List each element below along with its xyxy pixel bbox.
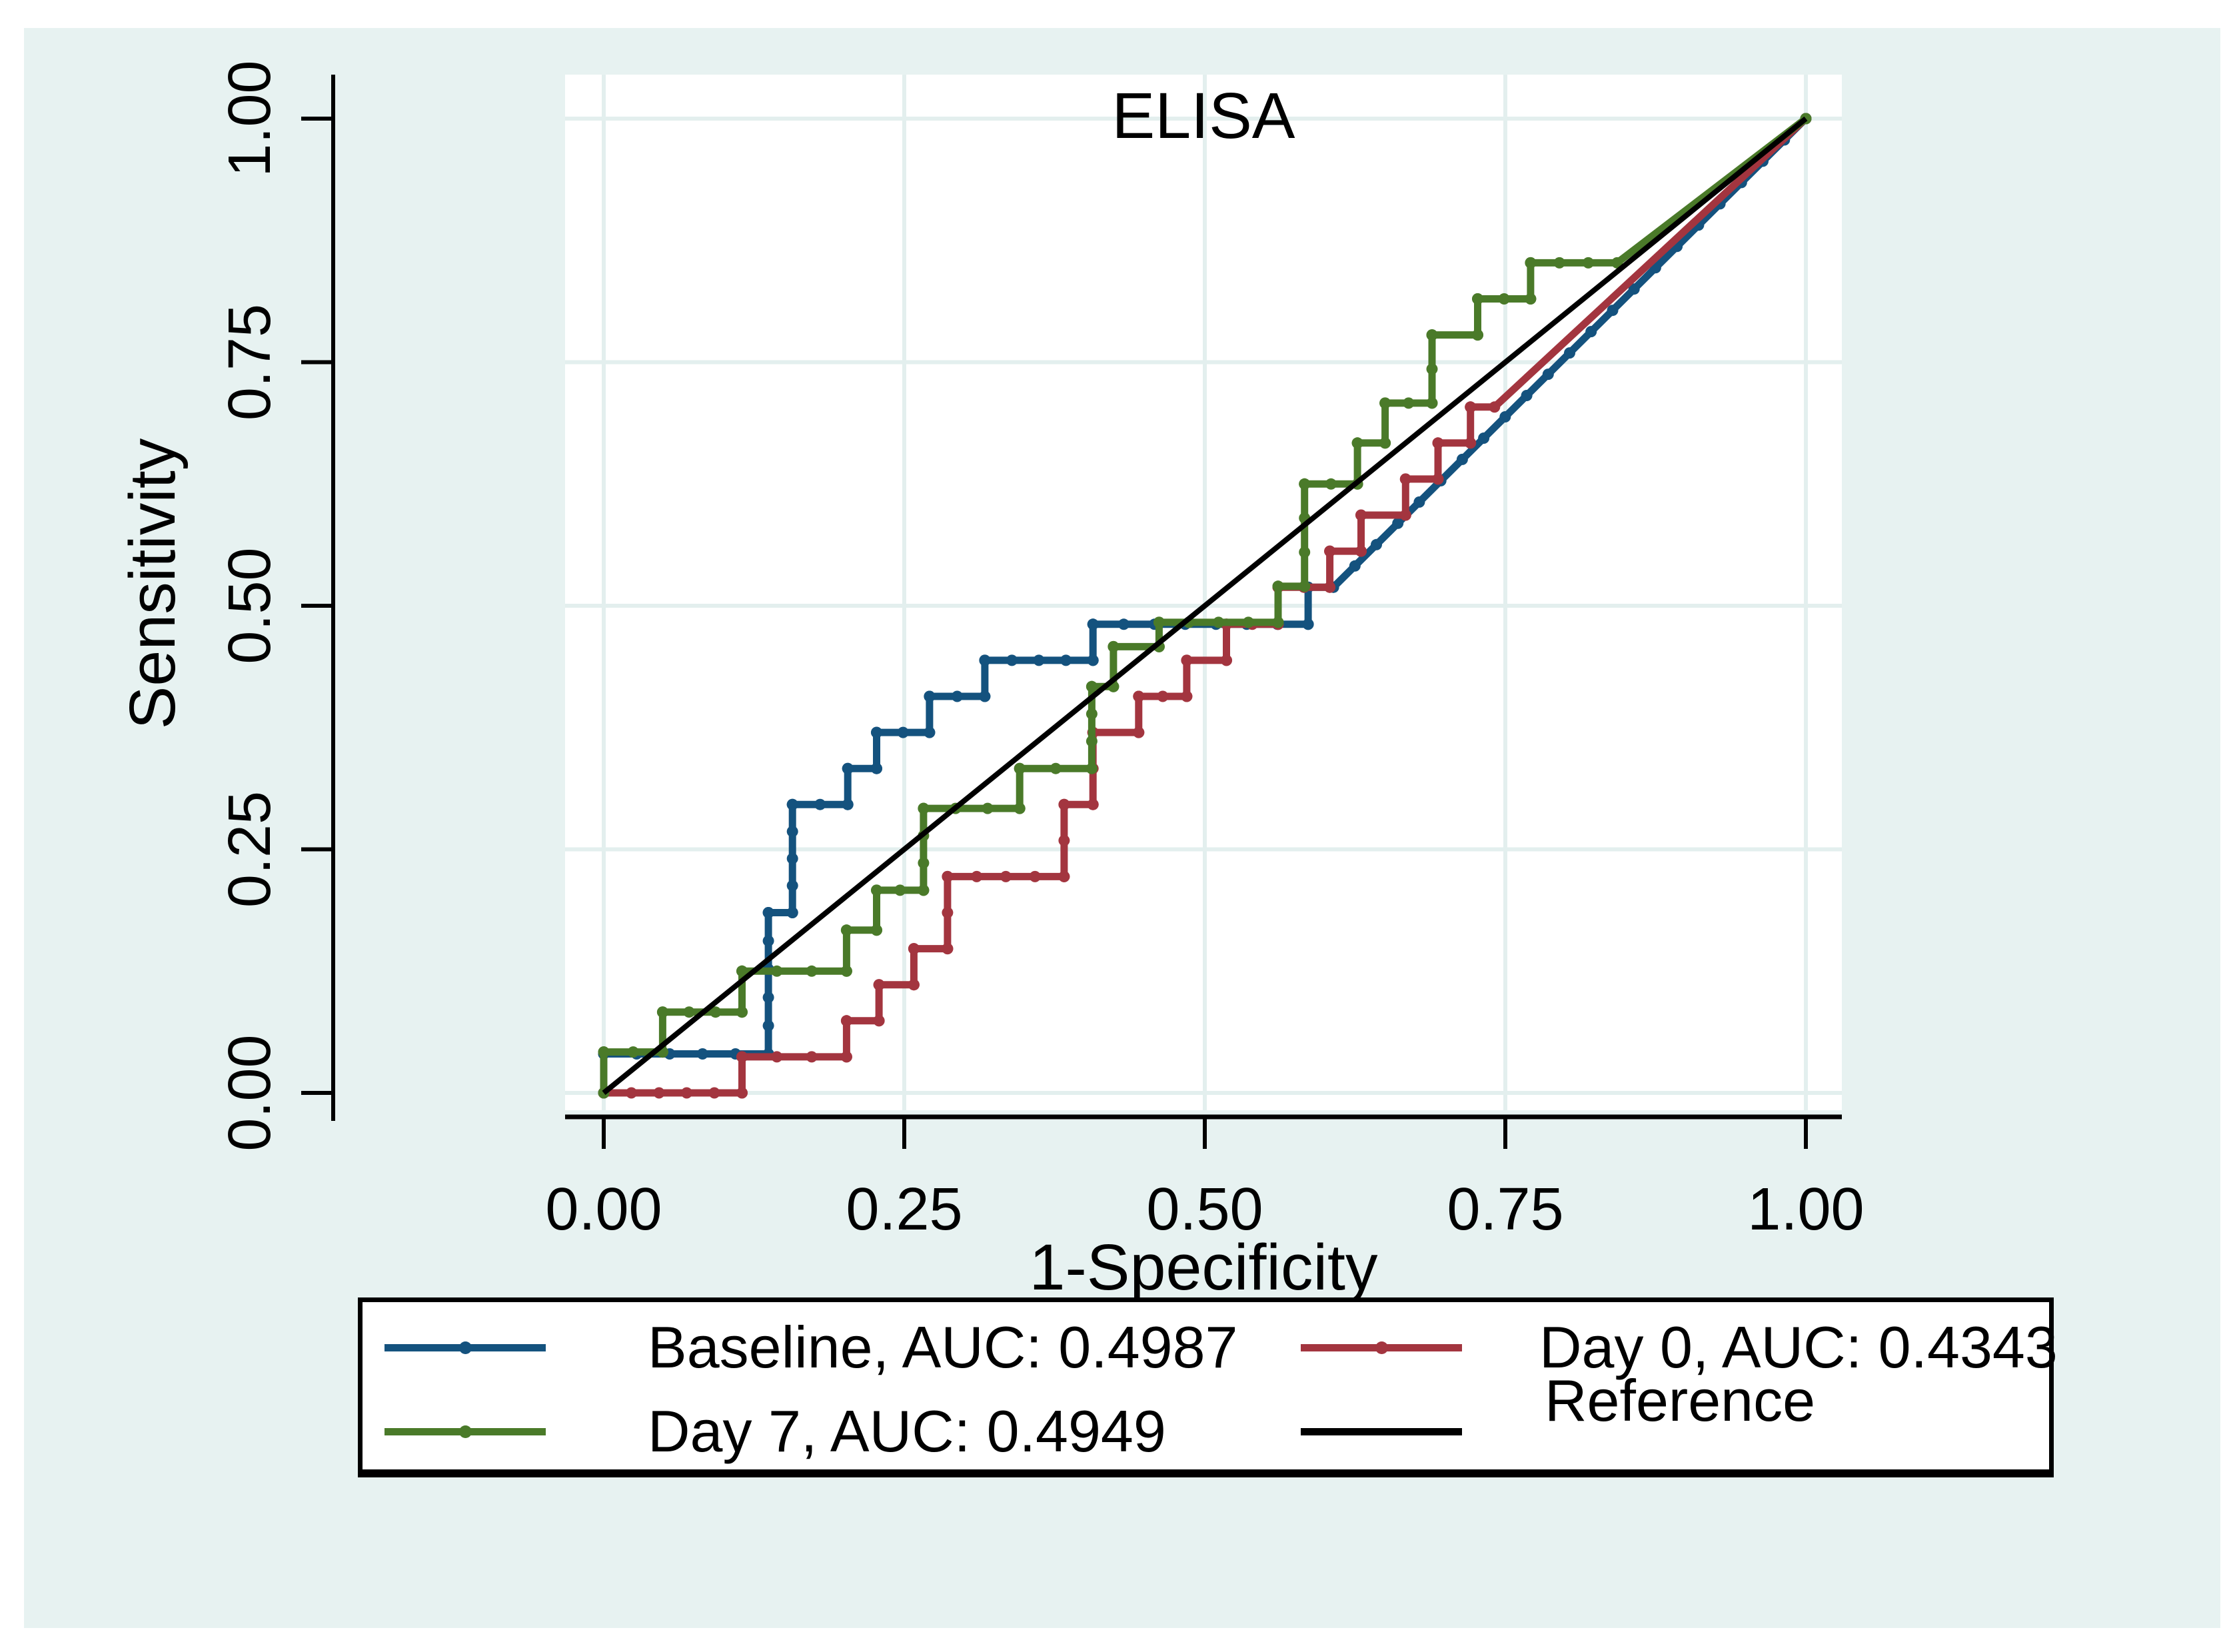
x-tick-label: 0.75 — [1447, 1176, 1563, 1243]
y-tick-label: 1.00 — [217, 60, 283, 177]
curve-day-7 — [600, 115, 1809, 1093]
y-tick-label: 0.00 — [217, 1034, 283, 1151]
day0-key-marker — [1375, 1341, 1388, 1354]
x-tick-label: 1.00 — [1747, 1176, 1864, 1243]
y-tick-label: 0.75 — [217, 304, 283, 420]
baseline-key-marker — [459, 1341, 472, 1354]
x-tick-label: 0.50 — [1146, 1176, 1263, 1243]
axis-ticks — [301, 117, 1808, 1149]
x-tick-label: 0.00 — [545, 1176, 662, 1243]
plot-title: ELISA — [1112, 79, 1295, 152]
day7-key-marker — [459, 1425, 472, 1438]
y-axis-title: Sensitivity — [116, 438, 189, 729]
x-tick-label: 0.25 — [846, 1176, 962, 1243]
roc-curves — [598, 113, 1812, 1099]
reference-key-line — [1301, 1428, 1462, 1435]
legend-box: Baseline, AUC: 0.4987 Day 0, AUC: 0.4343… — [358, 1297, 2058, 1477]
y-tick-label: 0.25 — [217, 791, 283, 908]
curve-reference — [602, 116, 1808, 1096]
y-tick-label: 0.50 — [217, 547, 283, 664]
axis-tick-labels: 0.00 0.25 0.50 0.75 1.00 0.00 0.25 0.50 0.75 1.00 — [217, 60, 1865, 1243]
x-axis-title: 1-Specificity — [1030, 1231, 1378, 1303]
